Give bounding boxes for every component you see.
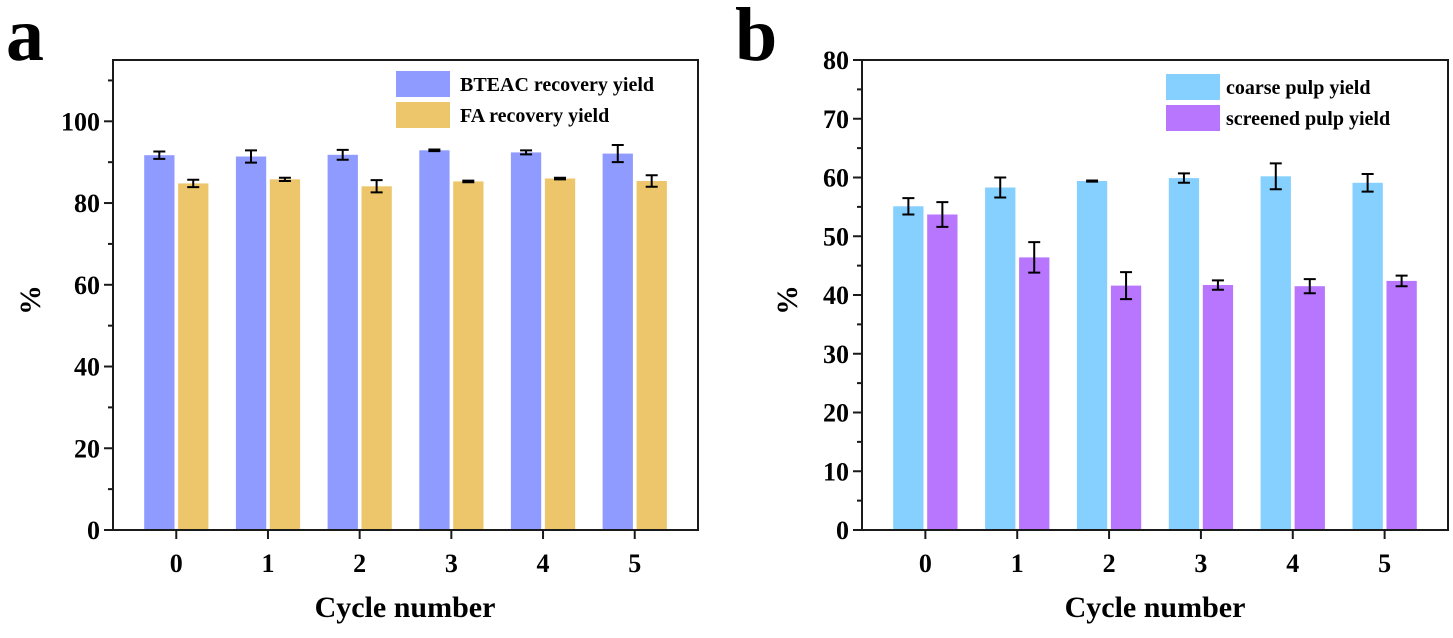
- error-bar-fa-recovery-yield-cycle-0: [187, 178, 200, 189]
- panel-label-b: b: [735, 0, 777, 77]
- x-axis-title: Cycle number: [315, 591, 496, 624]
- bar-coarse-pulp-yield-cycle-2: [1076, 181, 1108, 530]
- bar-bteac-recovery-yield-cycle-3: [419, 150, 450, 531]
- y-tick-label: 70: [823, 105, 849, 134]
- error-bar-screened-pulp-yield-cycle-2: [1120, 271, 1133, 301]
- x-tick-label: 5: [628, 549, 641, 578]
- y-tick-label: 10: [823, 457, 849, 486]
- y-tick-label: 0: [836, 516, 849, 545]
- bar-screened-pulp-yield-cycle-0: [927, 214, 958, 530]
- bar-fa-recovery-yield-cycle-2: [361, 186, 392, 531]
- error-bar-bteac-recovery-yield-cycle-5: [611, 144, 624, 164]
- legend-swatch-0: [396, 71, 450, 97]
- plot-frame: [112, 59, 699, 531]
- bar-screened-pulp-yield-cycle-3: [1202, 285, 1234, 530]
- bar-bteac-recovery-yield-cycle-2: [327, 154, 358, 531]
- error-bar-coarse-pulp-yield-cycle-5: [1361, 172, 1374, 193]
- error-bar-bteac-recovery-yield-cycle-2: [336, 148, 349, 161]
- bar-fa-recovery-yield-cycle-0: [178, 183, 209, 530]
- bar-screened-pulp-yield-cycle-5: [1386, 280, 1417, 530]
- x-tick-label: 2: [353, 549, 366, 578]
- bar-screened-pulp-yield-cycle-2: [1110, 285, 1142, 530]
- legend-label-1: screened pulp yield: [1226, 108, 1390, 130]
- error-bar-bteac-recovery-yield-cycle-1: [244, 149, 257, 164]
- legend-label-0: coarse pulp yield: [1226, 77, 1370, 99]
- error-bar-fa-recovery-yield-cycle-3: [462, 179, 475, 184]
- x-tick-label: 0: [170, 549, 183, 578]
- error-bar-bteac-recovery-yield-cycle-3: [428, 148, 441, 153]
- y-tick-label: 40: [74, 353, 100, 382]
- legend-label-0: BTEAC recovery yield: [460, 74, 654, 96]
- y-tick-label: 40: [823, 281, 849, 310]
- y-tick-label: 60: [823, 164, 849, 193]
- error-bar-fa-recovery-yield-cycle-2: [370, 179, 383, 194]
- chart-a: 0 1 2 3 4 5 0 20 40 60 80 100 Cycle number% BTEAC rec…: [14, 59, 699, 624]
- panel-label-a: a: [6, 0, 44, 77]
- error-bar-screened-pulp-yield-cycle-3: [1211, 279, 1224, 291]
- legend-swatch-1: [396, 102, 450, 128]
- legend-label-1: FA recovery yield: [460, 105, 609, 127]
- y-tick-label: 100: [61, 107, 100, 136]
- error-bar-coarse-pulp-yield-cycle-0: [902, 197, 915, 216]
- error-bar-coarse-pulp-yield-cycle-2: [1086, 179, 1099, 183]
- x-tick-label: 0: [919, 549, 932, 578]
- x-tick-label: 4: [1286, 549, 1299, 578]
- y-tick-label: 20: [74, 434, 100, 463]
- bar-coarse-pulp-yield-cycle-5: [1352, 182, 1383, 531]
- x-tick-label: 1: [1011, 549, 1024, 578]
- bar-fa-recovery-yield-cycle-1: [269, 179, 301, 531]
- error-bar-screened-pulp-yield-cycle-1: [1028, 241, 1041, 274]
- x-axis-title: Cycle number: [1065, 591, 1246, 624]
- error-bar-screened-pulp-yield-cycle-4: [1303, 278, 1316, 295]
- bar-coarse-pulp-yield-cycle-1: [985, 187, 1016, 530]
- error-bar-screened-pulp-yield-cycle-5: [1395, 274, 1408, 288]
- y-tick-label: 60: [74, 271, 100, 300]
- bar-screened-pulp-yield-cycle-1: [1019, 257, 1050, 530]
- error-bar-coarse-pulp-yield-cycle-4: [1269, 162, 1282, 191]
- bar-fa-recovery-yield-cycle-3: [453, 181, 484, 530]
- bar-screened-pulp-yield-cycle-4: [1294, 286, 1325, 530]
- y-tick-label: 0: [87, 516, 100, 545]
- y-tick-label: 20: [823, 399, 849, 428]
- error-bar-bteac-recovery-yield-cycle-4: [520, 149, 533, 156]
- x-tick-label: 3: [1194, 549, 1207, 578]
- x-tick-label: 1: [261, 549, 274, 578]
- bar-coarse-pulp-yield-cycle-3: [1168, 178, 1200, 530]
- y-tick-label: 80: [823, 46, 849, 75]
- bar-fa-recovery-yield-cycle-4: [544, 178, 576, 530]
- error-bar-coarse-pulp-yield-cycle-1: [994, 176, 1007, 199]
- bar-bteac-recovery-yield-cycle-5: [602, 153, 633, 530]
- bar-bteac-recovery-yield-cycle-1: [235, 156, 267, 530]
- y-axis-title: %: [771, 285, 804, 315]
- x-tick-label: 5: [1378, 549, 1391, 578]
- x-tick-label: 4: [537, 549, 550, 578]
- error-bar-fa-recovery-yield-cycle-4: [554, 176, 567, 181]
- bar-fa-recovery-yield-cycle-5: [636, 181, 667, 530]
- legend-swatch-0: [1166, 74, 1220, 100]
- error-bar-coarse-pulp-yield-cycle-3: [1177, 172, 1190, 184]
- bar-bteac-recovery-yield-cycle-0: [144, 155, 175, 530]
- error-bar-bteac-recovery-yield-cycle-0: [153, 150, 166, 160]
- x-tick-label: 3: [445, 549, 458, 578]
- y-tick-label: 80: [74, 189, 100, 218]
- error-bar-fa-recovery-yield-cycle-5: [645, 174, 658, 188]
- y-tick-label: 50: [823, 222, 849, 251]
- error-bar-screened-pulp-yield-cycle-0: [936, 201, 949, 228]
- bar-coarse-pulp-yield-cycle-0: [893, 206, 924, 531]
- legend-swatch-1: [1166, 105, 1220, 131]
- x-tick-label: 2: [1103, 549, 1116, 578]
- bar-coarse-pulp-yield-cycle-4: [1260, 176, 1291, 531]
- y-axis-title: %: [14, 285, 47, 315]
- y-tick-label: 30: [823, 340, 849, 369]
- bar-bteac-recovery-yield-cycle-4: [510, 152, 542, 530]
- error-bar-fa-recovery-yield-cycle-1: [278, 176, 291, 182]
